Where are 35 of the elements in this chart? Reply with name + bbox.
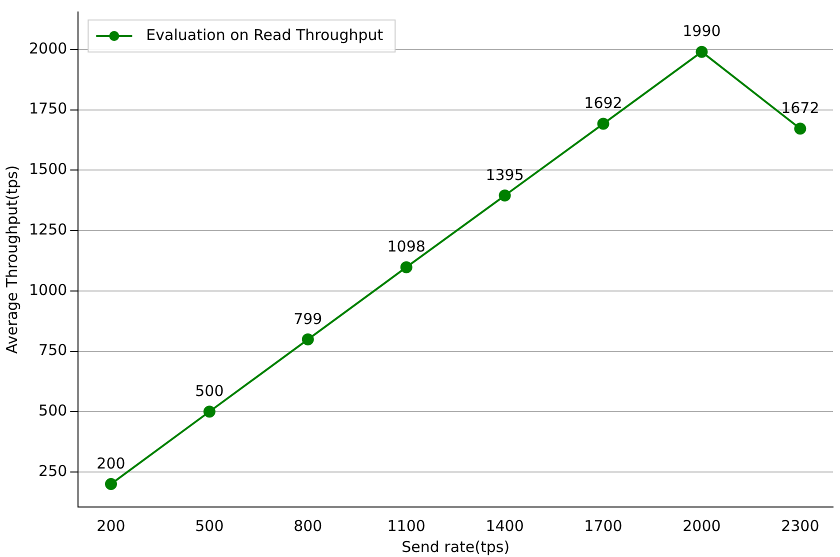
x-tick-label: 1400 — [486, 516, 524, 535]
data-label: 1990 — [682, 22, 721, 40]
data-label: 1098 — [387, 238, 426, 256]
y-tick-label: 250 — [38, 462, 68, 480]
data-label: 200 — [96, 454, 126, 472]
point — [203, 406, 216, 418]
y-tick-label: 2000 — [28, 39, 68, 58]
x-tick-label: 2000 — [682, 516, 721, 535]
y-axis-title: Average Throughput(tps) — [2, 165, 21, 354]
point — [400, 261, 412, 274]
y-tick-label: 1500 — [28, 160, 68, 178]
point — [498, 190, 511, 202]
x-tick-label: 1100 — [387, 516, 426, 535]
data-label: 1672 — [781, 99, 820, 118]
data-label: 1395 — [486, 166, 524, 184]
x-tick-label: 2300 — [781, 516, 820, 535]
legend-label: Evaluation on Read Throughput — [146, 26, 384, 44]
y-tick-label: 1250 — [28, 220, 68, 238]
y-tick-label: 500 — [38, 402, 68, 420]
y-tick-label: 750 — [38, 341, 68, 360]
point — [302, 333, 314, 346]
point — [104, 478, 117, 490]
point — [696, 46, 708, 58]
x-tick-label: 200 — [96, 516, 126, 535]
x-axis-title: Send rate(tps) — [402, 538, 510, 556]
point — [597, 118, 610, 130]
point — [794, 122, 806, 135]
x-tick-label: 800 — [294, 516, 322, 535]
y-tick-label: 1750 — [28, 100, 68, 118]
data-label: 799 — [294, 310, 322, 328]
x-tick-label: 1700 — [584, 516, 622, 535]
data-label: 1692 — [584, 94, 622, 112]
data-label: 500 — [195, 382, 224, 400]
x-tick-label: 500 — [195, 516, 224, 535]
y-tick-label: 1000 — [28, 280, 68, 299]
